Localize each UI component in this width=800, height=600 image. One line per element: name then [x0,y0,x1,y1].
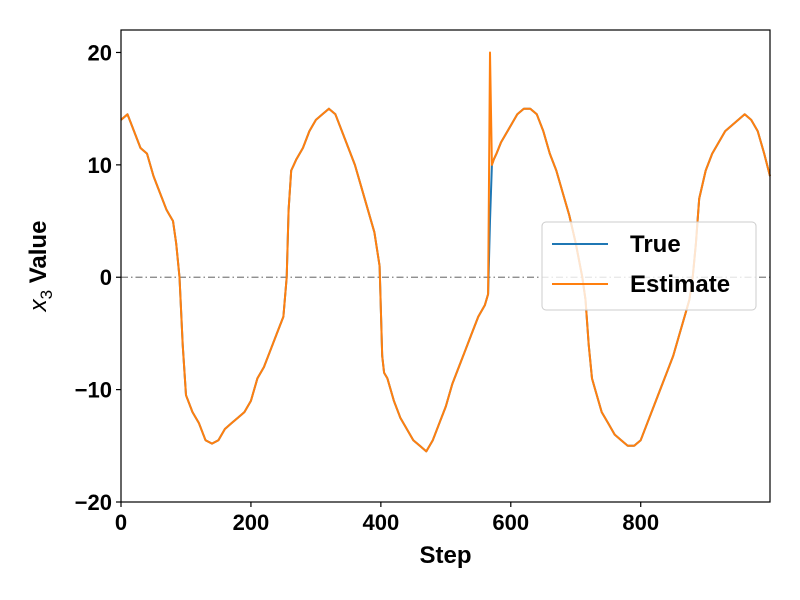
x-tick-label: 0 [115,510,127,535]
x-axis-label: Step [419,542,471,569]
x-tick-label: 200 [233,510,270,535]
ticks-layer: 0 200 400 600 800 −20 −10 0 10 20 [75,40,659,535]
y-tick-label: 10 [88,153,112,178]
y-axis-label-var: x [25,298,52,312]
legend-label-true: True [630,231,681,258]
y-axis-label-suffix: Value [25,221,52,290]
y-tick-label: −10 [75,378,112,403]
x-tick-label: 800 [622,510,659,535]
y-tick-label: 20 [88,40,112,65]
series-layer [120,51,771,453]
x-tick-label: 400 [363,510,400,535]
legend-label-estimate: Estimate [630,271,730,298]
y-axis-label: x3 Value [25,221,56,313]
plot-frame [120,29,771,503]
legend: True Estimate [541,221,757,311]
y-tick-label: −20 [75,490,112,515]
y-tick-label: 0 [100,265,112,290]
y-axis-label-sub: 3 [37,290,56,299]
x-tick-label: 600 [492,510,529,535]
series-line-estimate [120,51,771,453]
